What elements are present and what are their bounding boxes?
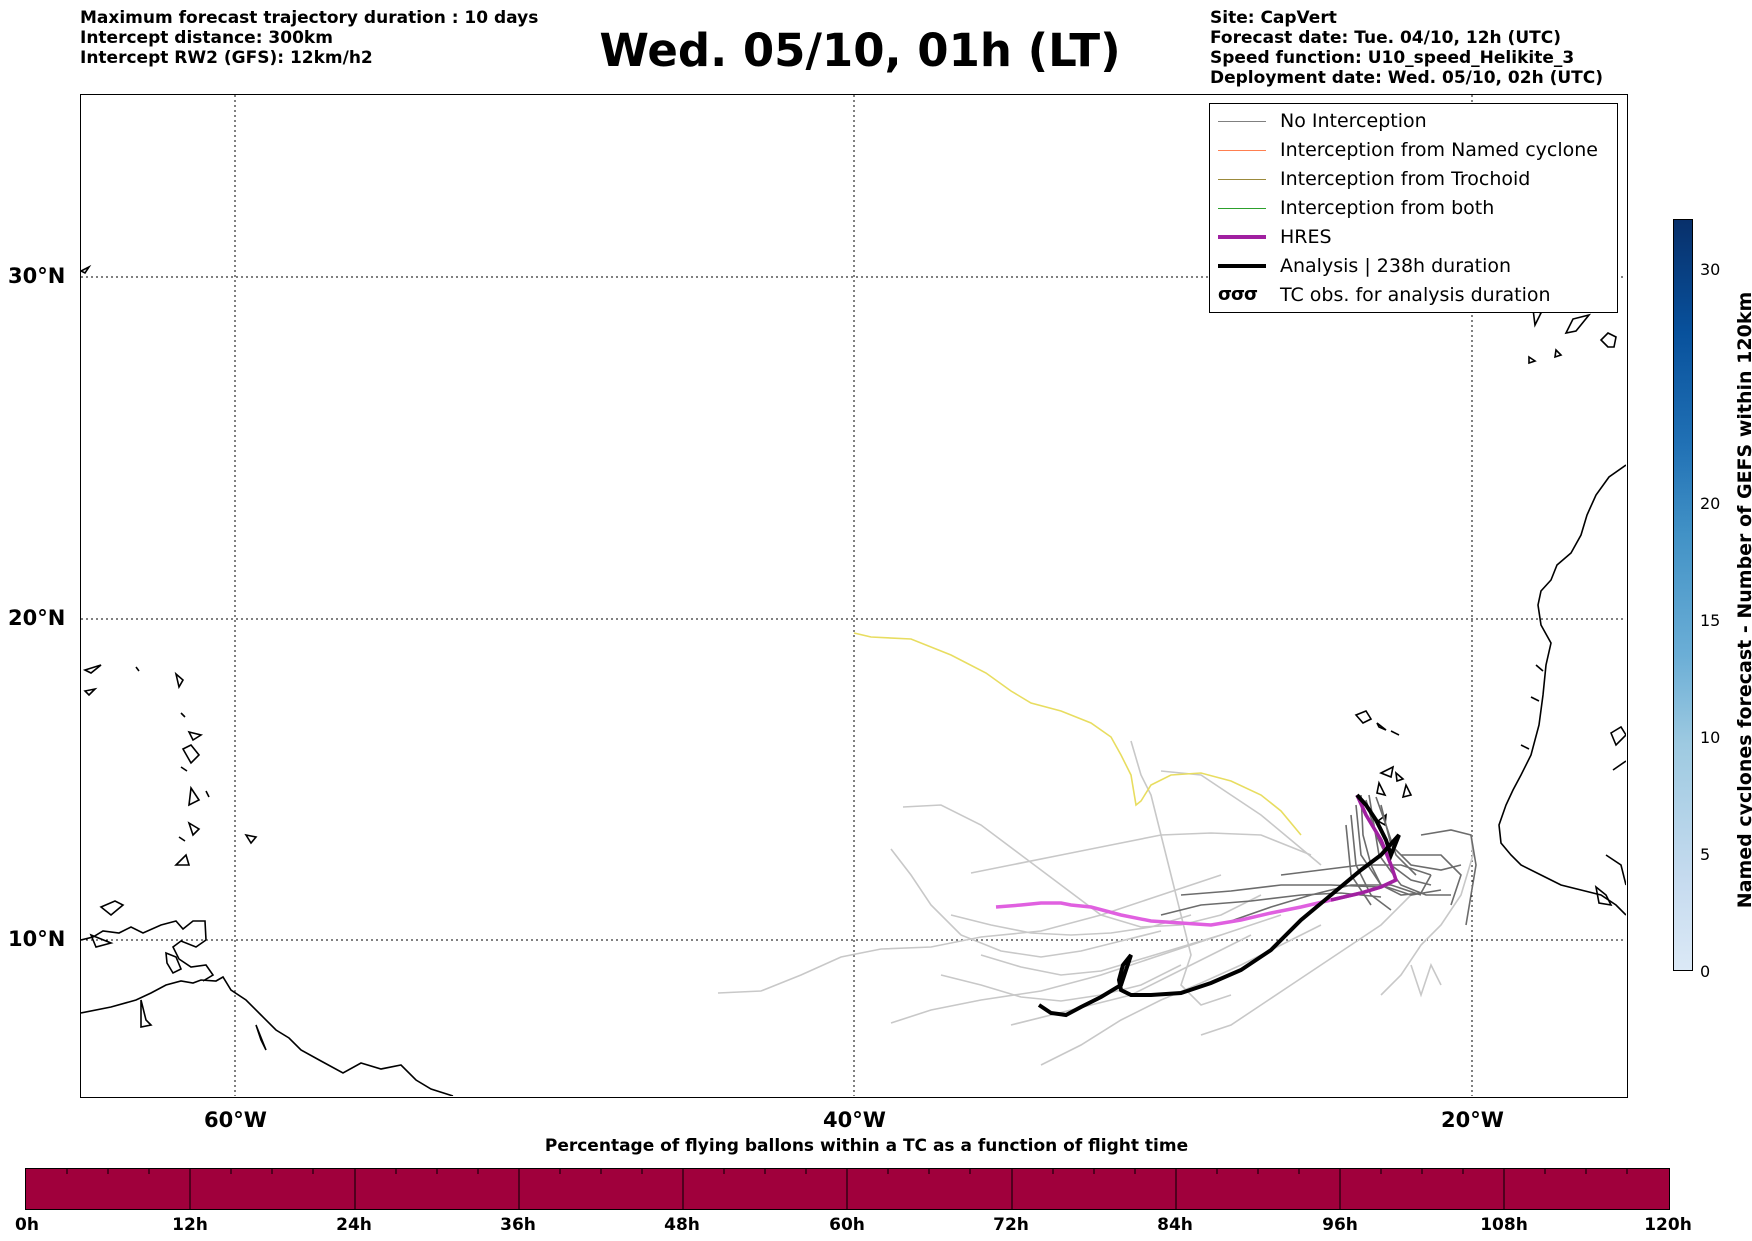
header-right-line: Forecast date: Tue. 04/10, 12h (UTC): [1210, 28, 1561, 48]
legend-item: Interception from both: [1218, 194, 1494, 222]
legend-swatch: [1218, 120, 1266, 122]
legend-label: Interception from Trochoid: [1280, 168, 1531, 190]
legend-item: Interception from Trochoid: [1218, 165, 1530, 193]
cbar-h-tick: 96h: [1322, 1215, 1358, 1235]
cbar-h-tick: 48h: [664, 1215, 700, 1235]
map-legend: No Interception Interception from Named …: [1209, 103, 1618, 313]
legend-label: Analysis | 238h duration: [1280, 255, 1512, 277]
cbar-v-tick: 20: [1700, 494, 1721, 513]
legend-swatch: [1218, 235, 1266, 239]
colorbar-horizontal: [25, 1168, 1670, 1210]
legend-item: No Interception: [1218, 107, 1427, 135]
legend-item: Interception from Named cyclone: [1218, 136, 1598, 164]
legend-label: HRES: [1280, 226, 1332, 248]
cbar-v-tick: 5: [1700, 845, 1711, 864]
cbar-h-tick: 72h: [993, 1215, 1029, 1235]
cbar-h-tick: 108h: [1480, 1215, 1528, 1235]
cbar-v-tick: 0: [1700, 962, 1711, 981]
colorbar-vertical: [1673, 219, 1693, 971]
colorbar-horizontal-ticks: [66, 1169, 1628, 1209]
legend-swatch: [1218, 264, 1266, 268]
trajectory-analysis: [1037, 793, 1401, 1018]
cbar-h-tick: 0h: [15, 1215, 39, 1235]
colorbar-vertical-title: Named cyclones forecast - Number of GEFS…: [1734, 291, 1752, 909]
header-left-line: Intercept RW2 (GFS): 12km/h2: [80, 48, 373, 68]
header-right-line: Speed function: U10_speed_Helikite_3: [1210, 48, 1575, 68]
cbar-v-tick: 30: [1700, 260, 1721, 279]
tc-symbol-icon: σσσ: [1218, 284, 1258, 305]
cbar-v-tick: 15: [1700, 611, 1721, 630]
cbar-h-tick: 120h: [1644, 1215, 1692, 1235]
cbar-h-tick: 60h: [829, 1215, 865, 1235]
lat-label-30n: 30°N: [8, 264, 66, 288]
cbar-h-tick: 84h: [1157, 1215, 1193, 1235]
legend-label: Interception from both: [1280, 197, 1495, 219]
cbar-h-tick: 12h: [172, 1215, 208, 1235]
trajectories-no-interception-light: [717, 740, 1474, 1066]
legend-label: No Interception: [1280, 110, 1427, 132]
header-left-line: Intercept distance: 300km: [80, 28, 333, 48]
lon-label-60w: 60°W: [204, 1108, 267, 1132]
coastline-americas: [81, 264, 454, 1096]
lon-label-40w: 40°W: [823, 1108, 886, 1132]
colorbar-horizontal-title: Percentage of flying ballons within a TC…: [544, 1136, 1189, 1156]
map-title: Wed. 05/10, 01h (LT): [599, 24, 1121, 77]
trajectories-no-interception-dark: [1160, 794, 1477, 926]
lat-label-20n: 20°N: [8, 606, 66, 630]
coastline-africa: [1354, 307, 1626, 916]
header-left-info: Maximum forecast trajectory duration : 1…: [80, 8, 538, 68]
header-right-line: Site: CapVert: [1210, 8, 1337, 28]
header-right-line: Deployment date: Wed. 05/10, 02h (UTC): [1210, 68, 1604, 88]
lon-label-20w: 20°W: [1441, 1108, 1504, 1132]
lat-label-10n: 10°N: [8, 927, 66, 951]
legend-item: HRES: [1218, 223, 1332, 251]
map-panel[interactable]: [80, 94, 1628, 1098]
legend-swatch: [1218, 149, 1266, 151]
legend-label: TC obs. for analysis duration: [1280, 284, 1551, 306]
legend-swatch: [1218, 207, 1266, 209]
trajectory-hres-dark: [1330, 794, 1399, 902]
header-right-info: Site: CapVert Forecast date: Tue. 04/10,…: [1210, 8, 1603, 88]
map-canvas: [81, 95, 1626, 1096]
legend-swatch: [1218, 178, 1266, 180]
cbar-v-tick: 10: [1700, 728, 1721, 747]
legend-item: Analysis | 238h duration: [1218, 252, 1511, 280]
header-left-line: Maximum forecast trajectory duration : 1…: [80, 8, 539, 28]
cbar-h-tick: 24h: [336, 1215, 372, 1235]
legend-label: Interception from Named cyclone: [1280, 139, 1598, 161]
cbar-h-tick: 36h: [500, 1215, 536, 1235]
legend-item: σσσ TC obs. for analysis duration: [1218, 281, 1551, 309]
trajectory-yellow: [853, 632, 1302, 836]
